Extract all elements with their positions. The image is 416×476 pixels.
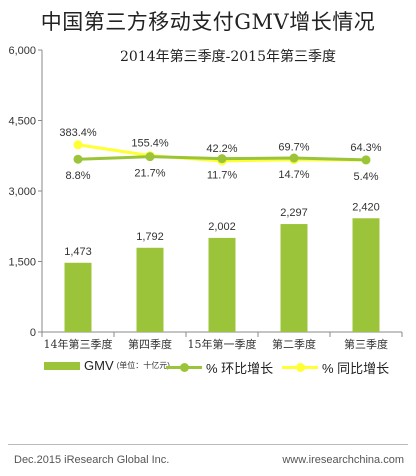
y-tick-label: 1,500 (8, 257, 36, 269)
qoq-growth-data-label: 21.7% (134, 168, 165, 180)
gmv-bar (64, 262, 92, 332)
yoy-growth-point (73, 140, 83, 150)
yoy-growth-data-label: 69.7% (278, 142, 309, 154)
legend-swatch-qoq (166, 363, 202, 372)
gmv-bar (136, 247, 164, 332)
y-tick-label: 4,500 (8, 116, 36, 128)
gmv-bar (280, 224, 308, 332)
x-tick-label: 第四季度 (128, 337, 172, 351)
legend-swatch-gmv (44, 361, 80, 370)
qoq-growth-data-label: 14.7% (278, 169, 309, 181)
gmv-data-label: 2,297 (280, 207, 308, 219)
yoy-growth-data-label: 42.2% (206, 143, 237, 155)
qoq-growth-point (73, 154, 83, 164)
chart-title: 中国第三方移动支付GMV增长情况 (40, 10, 376, 34)
qoq-growth-point (361, 155, 371, 165)
legend-label-gmv: GMV (84, 358, 114, 373)
chart-legend: GMV (单位：十亿元) % 环比增长 % 同比增长 (0, 358, 416, 382)
qoq-growth-point (289, 153, 299, 163)
qoq-growth-data-label: 8.8% (65, 170, 90, 182)
yoy-growth-data-label: 155.4% (131, 138, 169, 150)
gmv-bar (208, 237, 236, 332)
x-tick-label: 第二季度 (272, 337, 316, 351)
yoy-growth-data-label: 64.3% (350, 142, 381, 154)
qoq-growth-data-label: 11.7% (207, 170, 238, 182)
y-tick-label: 0 (30, 327, 36, 339)
footer-divider (8, 444, 408, 445)
footer-website: www.iresearchchina.com (282, 454, 404, 466)
legend-swatch-yoy (282, 363, 318, 372)
x-tick-label: 第三季度 (344, 337, 388, 351)
chart-subtitle: 2014年第三季度-2015年第三季度 (120, 49, 336, 65)
qoq-growth-data-label: 5.4% (353, 171, 378, 183)
qoq-growth-point (145, 152, 155, 162)
legend-label-qoq: % 环比增长 (206, 361, 274, 376)
legend-unit-gmv: (单位：十亿元) (116, 361, 170, 370)
chart-plot: 0 1,500 3,000 4,500 6,000 14年第三季度 第四季度 15年第一季度 第… (8, 45, 403, 351)
x-tick-label: 15年第一季度 (188, 337, 257, 351)
x-tick-label: 14年第三季度 (44, 337, 113, 351)
qoq-growth-point (217, 154, 227, 164)
gmv-data-label: 2,002 (208, 221, 236, 233)
legend-item-yoy: % 同比增长 (282, 358, 389, 377)
legend-item-gmv: GMV (单位：十亿元) (44, 358, 170, 373)
gmv-data-label: 2,420 (352, 201, 380, 213)
legend-item-qoq: % 环比增长 (166, 358, 273, 377)
y-tick-label: 6,000 (8, 45, 36, 57)
gmv-data-label: 1,473 (64, 246, 92, 258)
yoy-growth-data-label: 383.4% (59, 127, 97, 139)
legend-label-yoy: % 同比增长 (322, 361, 390, 376)
y-tick-label: 3,000 (8, 186, 36, 198)
footer-copyright: Dec.2015 iResearch Global Inc. (14, 454, 170, 466)
gmv-bar (352, 218, 380, 332)
gmv-data-label: 1,792 (136, 231, 164, 243)
